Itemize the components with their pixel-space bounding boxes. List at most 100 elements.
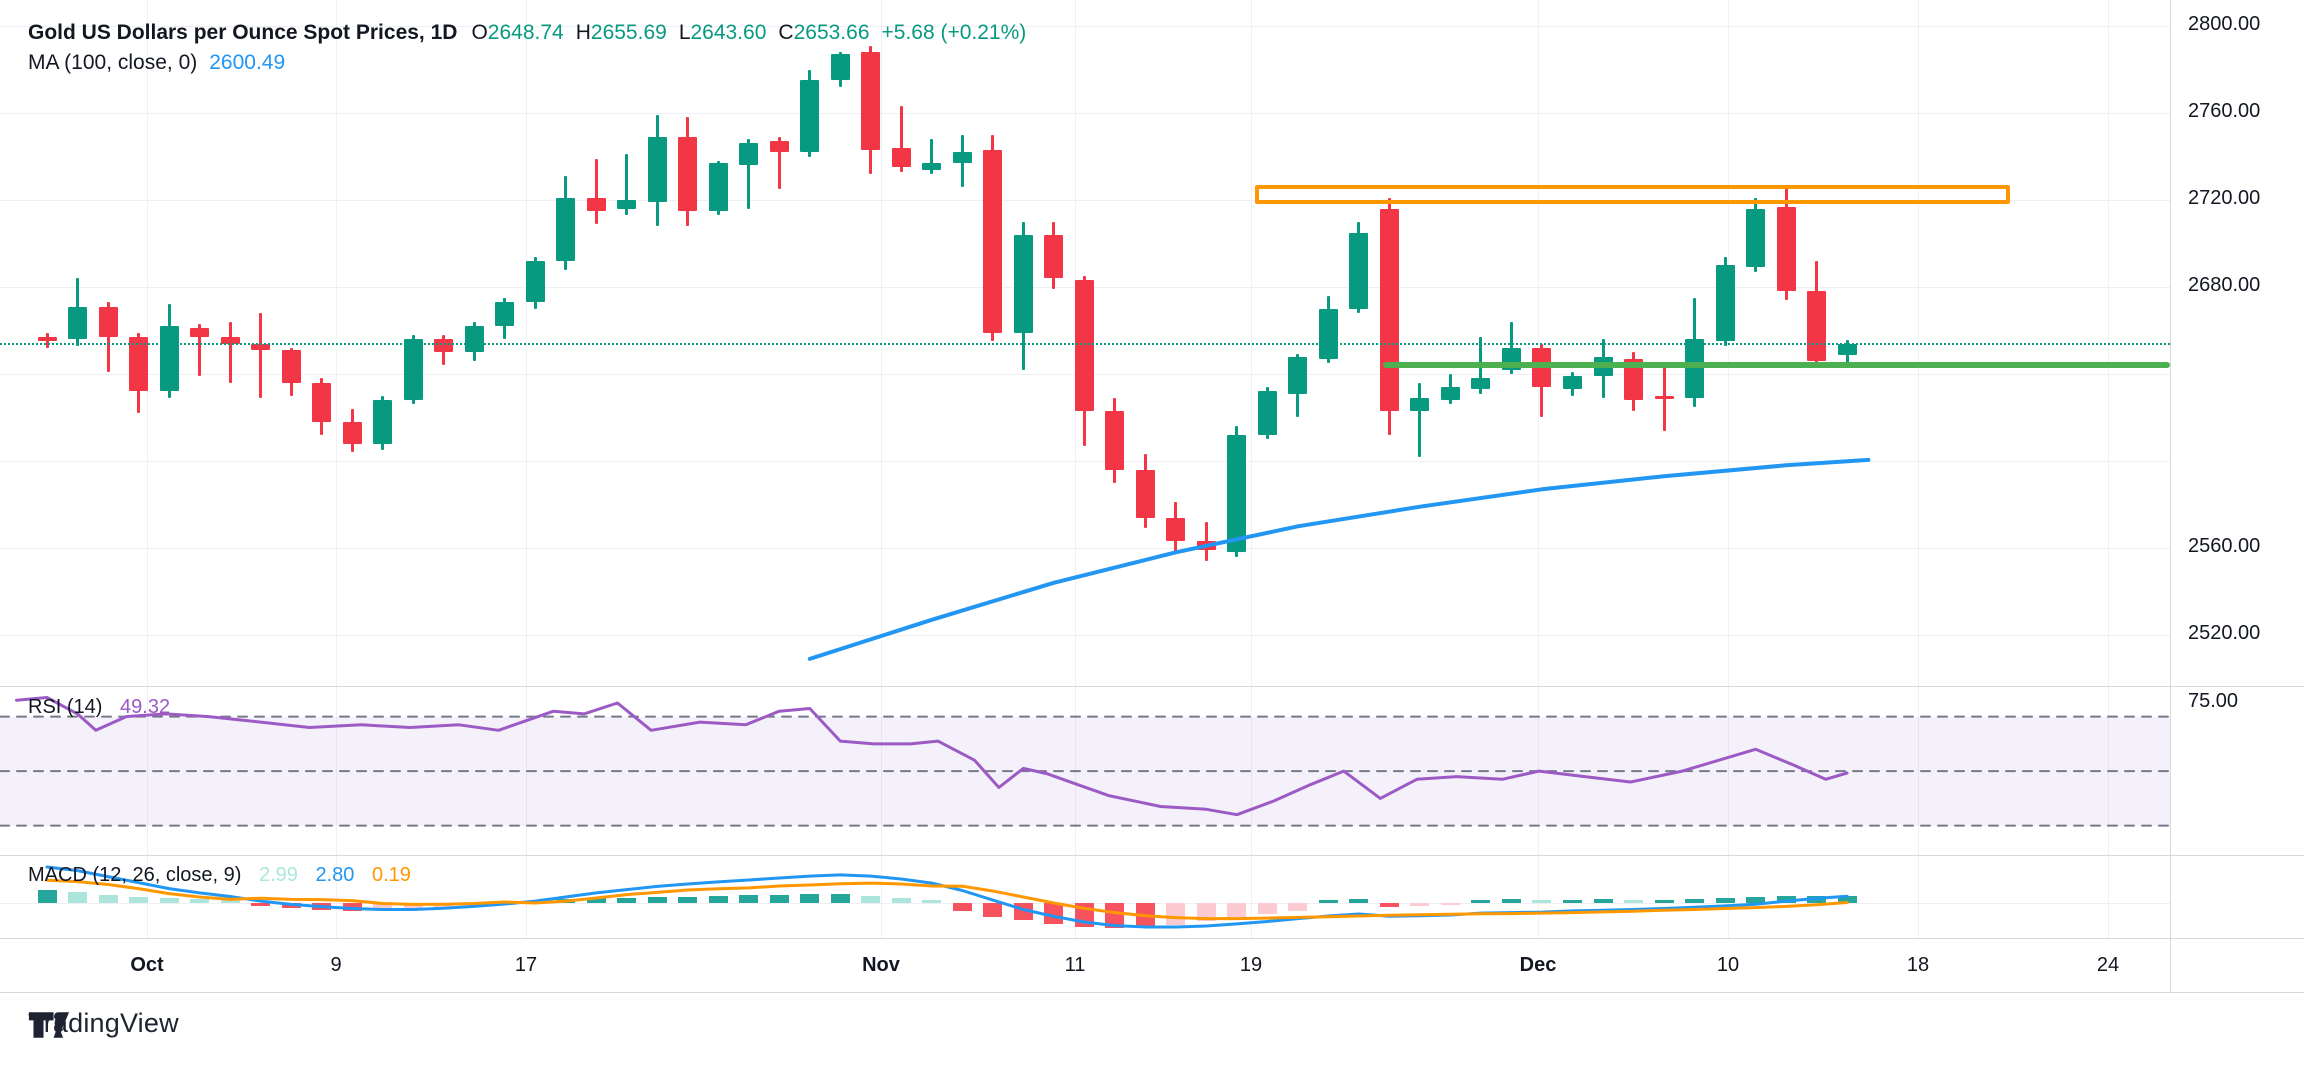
candle[interactable] [1410, 397, 1430, 411]
candle[interactable] [220, 337, 240, 344]
vertical-gridline [526, 0, 527, 686]
candle[interactable] [1654, 395, 1674, 399]
candle[interactable] [647, 136, 667, 203]
close-value: 2653.66 [793, 21, 870, 44]
macd-histogram-bar [1685, 898, 1705, 903]
candle-wick [777, 136, 781, 190]
candle[interactable] [251, 343, 271, 351]
horizontal-gridline [0, 548, 2170, 549]
candle[interactable] [495, 302, 515, 327]
macd-label: MACD (12, 26, close, 9) [28, 864, 242, 886]
candle[interactable] [678, 136, 698, 211]
rsi-label: RSI (14) [28, 696, 103, 718]
candle[interactable] [312, 382, 332, 422]
macd-histogram-bar [1807, 896, 1827, 903]
candle[interactable] [617, 200, 637, 209]
candle[interactable] [68, 306, 87, 340]
axis-tick-label: 2680.00 [2188, 274, 2261, 296]
macd-histogram-bar [1471, 900, 1491, 903]
time-axis-label: 18 [1906, 954, 1930, 976]
macd-histogram-bar [708, 896, 728, 903]
macd-histogram-bar [556, 898, 576, 903]
candle[interactable] [1807, 291, 1827, 361]
pane-separator-price-rsi[interactable] [0, 686, 2304, 687]
rsi-pane[interactable] [0, 687, 2170, 855]
ma-legend-row[interactable]: MA (100, close, 0) 2600.49 [28, 48, 1026, 78]
candle[interactable] [983, 149, 1003, 333]
vertical-gridline [1728, 0, 1729, 686]
macd-histogram-bar [1349, 898, 1369, 903]
vertical-gridline [2108, 856, 2109, 938]
candle[interactable] [891, 147, 911, 168]
candle[interactable] [159, 326, 179, 392]
time-axis[interactable]: Oct 9 17 Nov 11 19 Dec 10 18 24 [0, 938, 2304, 992]
candle-wick [228, 321, 232, 383]
candle[interactable] [434, 339, 454, 353]
candle[interactable] [1624, 358, 1644, 401]
candle[interactable] [403, 339, 423, 401]
candle[interactable] [373, 400, 393, 444]
candle[interactable] [1227, 434, 1247, 553]
macd-histogram-bar [342, 903, 362, 911]
pane-separator-rsi-macd[interactable] [0, 855, 2304, 856]
horizontal-gridline [0, 200, 2170, 201]
macd-histogram-bar [830, 894, 850, 903]
candle[interactable] [1715, 265, 1735, 342]
candle[interactable] [1318, 308, 1338, 359]
candle[interactable] [1563, 376, 1582, 390]
support-level-line[interactable] [1383, 361, 2170, 368]
candle[interactable] [739, 143, 759, 166]
time-axis-label: Nov [862, 954, 900, 976]
candle[interactable] [1837, 344, 1857, 355]
macd-histogram-bar [647, 897, 667, 903]
symbol-legend-row[interactable]: Gold US Dollars per Ounce Spot Prices, 1… [28, 18, 1026, 48]
candle[interactable] [769, 141, 789, 153]
candle[interactable] [1379, 208, 1399, 411]
macd-histogram-bar [1440, 903, 1460, 905]
candle[interactable] [342, 421, 362, 444]
candle[interactable] [525, 260, 545, 303]
candle[interactable] [98, 306, 118, 337]
macd-histogram-bar [1776, 896, 1796, 903]
candle[interactable] [1685, 339, 1705, 398]
candle[interactable] [800, 80, 820, 153]
price-axis[interactable]: 2800.00 2760.00 2720.00 2680.00 2560.00 2520.… [2170, 0, 2304, 992]
candle[interactable] [1013, 234, 1033, 333]
candle[interactable] [1440, 387, 1460, 401]
candle[interactable] [1196, 541, 1216, 551]
candle[interactable] [1105, 410, 1125, 470]
candle[interactable] [1776, 206, 1796, 292]
candle[interactable] [37, 337, 57, 342]
candle[interactable] [281, 350, 301, 383]
open-value: 2648.74 [487, 21, 564, 44]
candle[interactable] [922, 163, 942, 170]
candle[interactable] [952, 152, 972, 164]
candle[interactable] [1746, 208, 1766, 268]
candle[interactable] [1044, 234, 1064, 279]
candle[interactable] [556, 197, 576, 261]
candle[interactable] [1135, 469, 1155, 518]
candle-wick [625, 154, 629, 216]
vertical-gridline [1538, 0, 1539, 686]
candle[interactable] [708, 163, 728, 211]
macd-histogram-bar [1105, 903, 1125, 928]
vertical-gridline [526, 856, 527, 938]
candle[interactable] [464, 326, 484, 353]
candle[interactable] [830, 54, 850, 81]
candle[interactable] [1288, 356, 1308, 394]
time-axis-label: 11 [1064, 954, 1086, 976]
candle[interactable] [1349, 232, 1369, 309]
rsi-legend-row[interactable]: RSI (14) 49.32 [28, 696, 170, 719]
candle[interactable] [1074, 280, 1094, 411]
candle[interactable] [1166, 517, 1186, 542]
candle[interactable] [129, 337, 149, 392]
tradingview-attribution[interactable]: TradingView [28, 1008, 179, 1039]
macd-histogram-bar [1227, 903, 1247, 917]
candle[interactable] [1471, 378, 1491, 390]
candle[interactable] [586, 197, 606, 211]
candle[interactable] [190, 328, 210, 337]
macd-legend-row[interactable]: MACD (12, 26, close, 9) 2.99 2.80 0.19 [28, 864, 411, 887]
resistance-box[interactable] [1255, 185, 2010, 205]
candle[interactable] [861, 52, 881, 150]
candle[interactable] [1257, 391, 1277, 435]
